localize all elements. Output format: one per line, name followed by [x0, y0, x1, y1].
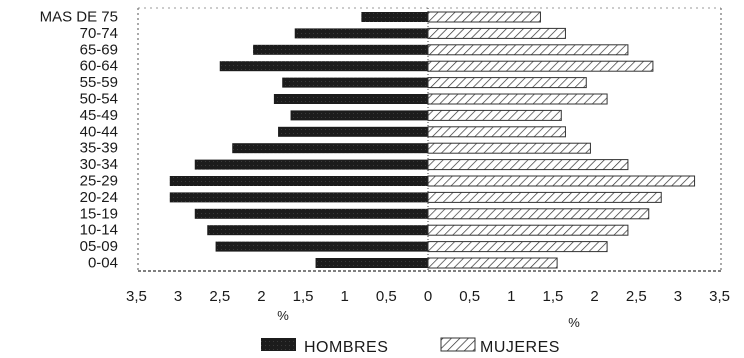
bar-mujeres: [427, 44, 629, 56]
x-tick-label: 3: [174, 288, 182, 305]
category-label: 50-54: [80, 91, 118, 108]
bar-hombres: [219, 61, 428, 72]
bar-hombres: [278, 126, 428, 137]
x-tick-label: 1,5: [293, 288, 314, 305]
bar-hombres: [282, 77, 428, 88]
bar-hombres: [315, 258, 428, 268]
x-tick-label: 0,5: [459, 288, 480, 305]
category-label: 45-49: [80, 107, 118, 124]
category-label: MAS DE 75: [40, 9, 118, 26]
x-tick-label: 0: [424, 288, 432, 305]
right-unit-label: %: [568, 315, 580, 330]
category-label: 10-14: [80, 222, 118, 239]
bar-mujeres: [427, 175, 696, 187]
bar-mujeres: [427, 142, 591, 154]
bar-hombres: [232, 143, 428, 154]
x-tick-label: 0,5: [376, 288, 397, 305]
category-label: 40-44: [80, 123, 118, 140]
category-label: 30-34: [80, 156, 118, 173]
category-label: 35-39: [80, 140, 118, 157]
legend: HOMBRES MUJERES: [261, 337, 560, 356]
x-tick-label: 1: [341, 288, 349, 305]
x-tick-label: 2,5: [626, 288, 647, 305]
bar-mujeres: [427, 77, 587, 89]
x-tick-label: 3: [674, 288, 682, 305]
category-label: 20-24: [80, 189, 118, 206]
bar-mujeres: [427, 159, 629, 171]
bar-hombres: [194, 208, 428, 219]
category-label: 55-59: [80, 74, 118, 91]
x-tick-label: 2: [257, 288, 265, 305]
category-label: 65-69: [80, 41, 118, 58]
bar-hombres: [169, 192, 428, 203]
bar-mujeres: [427, 208, 650, 220]
legend-swatch-mujeres: [440, 337, 476, 352]
bar-mujeres: [427, 27, 566, 39]
category-label: 15-19: [80, 205, 118, 222]
x-tick-label: 3,5: [126, 288, 147, 305]
bar-hombres: [361, 12, 428, 22]
bar-mujeres: [427, 224, 629, 236]
category-label: 60-64: [80, 58, 118, 75]
x-tick-label: 1,5: [543, 288, 564, 305]
x-tick-label: 3,5: [709, 288, 730, 305]
bar-hombres: [273, 94, 428, 104]
category-label: 0-04: [88, 255, 118, 272]
legend-swatch-hombres: [261, 338, 296, 351]
bar-hombres: [215, 241, 428, 252]
bar-mujeres: [427, 60, 654, 72]
bar-mujeres: [427, 93, 608, 105]
bar-hombres: [294, 28, 428, 39]
bar-hombres: [290, 110, 428, 121]
bar-hombres: [169, 176, 428, 186]
legend-label-hombres: HOMBRES: [304, 339, 388, 356]
bar-mujeres: [427, 11, 541, 23]
bar-mujeres: [427, 126, 566, 138]
category-label: 25-29: [80, 173, 118, 190]
x-tick-label: 2,5: [209, 288, 230, 305]
bar-hombres: [207, 225, 428, 236]
x-tick-label: 1: [507, 288, 515, 305]
bar-hombres: [253, 44, 428, 55]
bars: [169, 11, 696, 269]
legend-label-mujeres: MUJERES: [480, 339, 560, 356]
bar-mujeres: [427, 241, 608, 253]
category-label: 05-09: [80, 238, 118, 255]
category-label: 70-74: [80, 25, 118, 42]
category-labels: MAS DE 7570-7465-6960-6455-5950-5445-494…: [40, 9, 118, 272]
bar-mujeres: [427, 109, 562, 121]
bar-hombres: [194, 159, 428, 170]
x-tick-label: 2: [590, 288, 598, 305]
left-unit-label: %: [277, 308, 289, 323]
bar-mujeres: [427, 191, 662, 203]
x-axis-tick-labels: 3,5 3 2,5 2 1,5 1 0,5 0 0,5 1 1,5 2 2,5 3 3,5: [126, 288, 730, 305]
bar-mujeres: [427, 257, 558, 269]
